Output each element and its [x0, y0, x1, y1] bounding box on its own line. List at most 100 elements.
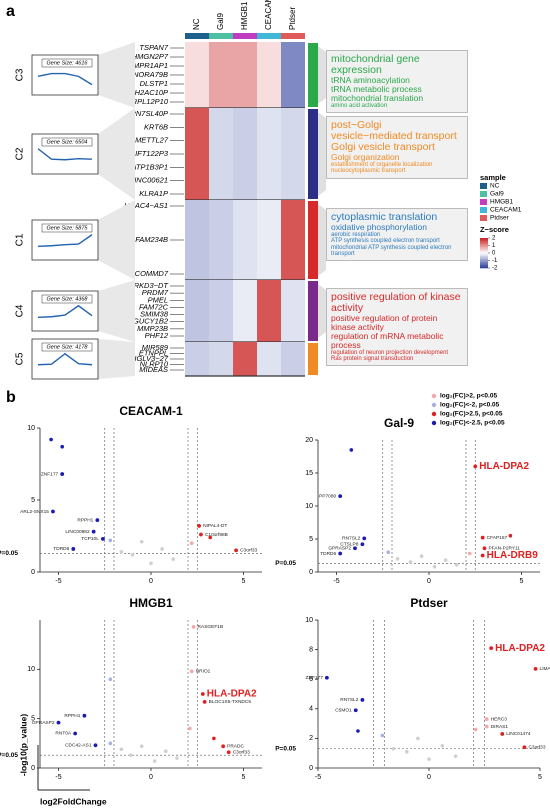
heat-cell	[185, 200, 209, 280]
gene-label: SMIM38	[140, 310, 169, 319]
point	[443, 558, 448, 562]
gene-label: C10orf88B	[205, 532, 228, 538]
heat-cell	[185, 42, 209, 108]
gene-label: NRIO1	[196, 669, 211, 675]
heat-cell	[209, 200, 233, 280]
gene-size-frame	[41, 137, 93, 147]
point	[139, 539, 144, 544]
heat-cell	[281, 280, 305, 342]
heat-cell	[233, 200, 257, 280]
point	[82, 713, 87, 718]
p-cutoff-label: P=0.05	[275, 745, 296, 752]
gene-label: HLA-DPA2	[207, 689, 257, 700]
colorbar-step	[480, 244, 488, 246]
legend-label: log₂(FC)<-2.5, p<0.05	[440, 420, 505, 427]
colorbar-label: -1	[492, 258, 498, 264]
x-tick-label: 0	[427, 774, 431, 781]
gene-label: FAM234B	[135, 235, 168, 244]
gene-label: CTSLP8	[340, 542, 358, 548]
point	[200, 692, 205, 696]
legend-swatch	[480, 207, 487, 213]
x-tick-label: 0	[149, 774, 153, 781]
point	[139, 744, 144, 749]
y-tick-label: 6	[309, 676, 313, 683]
y-tick-label: 10	[305, 503, 313, 510]
point	[60, 444, 64, 449]
plot-title: CEACAM-1	[119, 404, 183, 418]
term-box: cytoplasmic translation oxidative phospho…	[326, 208, 468, 262]
legend-dot	[431, 411, 437, 417]
go-term: post−Golgi vesicle−mediated transport	[331, 119, 457, 143]
y-tick-label: 5	[31, 497, 35, 504]
gene-label: IFT122P3	[135, 149, 169, 158]
legend-label: HMGB1	[490, 199, 514, 206]
gene-size: Gene Size: 5875	[47, 225, 89, 231]
legend-swatch	[480, 215, 487, 221]
point	[171, 557, 175, 561]
heat-cell	[233, 42, 257, 108]
gene-label: CFAP157	[487, 535, 508, 541]
sample-color	[209, 33, 233, 39]
point	[432, 564, 437, 569]
legend-label: log₂(FC)<-2, p<0.05	[440, 402, 500, 409]
point	[473, 464, 478, 469]
x-tick-label: 5	[242, 774, 246, 781]
legend-title: Z−score	[480, 225, 509, 234]
x-tick-label: -5	[55, 774, 61, 781]
go-term: Golgi vesicle transport	[331, 141, 435, 154]
point	[93, 743, 98, 748]
gene-size-frame	[41, 58, 93, 68]
y-tick-label: 0	[309, 765, 313, 772]
sample-header: NC	[192, 18, 201, 30]
gene-label: LINC00621	[130, 176, 168, 185]
point	[208, 535, 212, 540]
point	[152, 759, 157, 763]
gene-label: GUCY1B2	[133, 317, 169, 326]
gene-label: PFAN-P2RY11	[489, 546, 521, 552]
gene-label: COMMD7	[135, 269, 169, 278]
point	[338, 494, 343, 498]
point	[419, 554, 424, 558]
point	[71, 547, 76, 551]
point	[356, 729, 360, 733]
point	[500, 732, 505, 736]
colorbar-step	[480, 250, 488, 252]
gene-label: HDAC4−AS1	[124, 201, 168, 210]
point	[128, 753, 133, 757]
term-arrow	[318, 46, 326, 104]
point	[391, 746, 396, 751]
legend-label: log₂(FC)>2, p<0.05	[440, 393, 497, 400]
gene-label: ATP1B3P1	[130, 162, 168, 171]
heat-cell	[257, 200, 281, 280]
go-term: tRNA metabolic process	[331, 83, 422, 94]
mini-line	[37, 352, 93, 366]
sample-color	[281, 33, 305, 39]
gene-label: RN7SL2	[342, 536, 360, 542]
cluster-label: C5	[15, 352, 26, 365]
point	[338, 551, 343, 556]
colorbar-step	[480, 247, 488, 249]
cluster-wedge	[98, 200, 135, 280]
mini-line	[37, 234, 93, 247]
cluster-bar	[308, 281, 318, 341]
gene-label: RN7SL2	[340, 697, 358, 703]
p-cutoff-label: P=0.05	[275, 560, 296, 567]
gene-label: PMEL	[148, 295, 168, 304]
y-tick-label: 5	[309, 536, 313, 543]
cluster-wedge	[98, 108, 135, 200]
gene-size: Gene Size: 4368	[47, 296, 89, 302]
mini-line	[37, 72, 93, 86]
gene-label: RPL12P10	[132, 97, 169, 106]
gene-label: HERC3	[491, 716, 508, 722]
colorbar-step	[480, 263, 488, 266]
colorbar-step	[480, 245, 488, 248]
plot-title: Gal-9	[384, 416, 414, 430]
cluster-label: C2	[15, 147, 26, 160]
gene-label: TCP10L	[81, 536, 99, 542]
gene-label: PHF12	[145, 331, 169, 340]
gene-label: RPPH1	[77, 517, 93, 523]
gene-label: KLRA1P	[139, 189, 168, 198]
legend-label: NC	[490, 183, 500, 190]
gene-label: BLOC1S5-TXNDC5	[209, 699, 252, 705]
heat-cell	[185, 342, 209, 376]
